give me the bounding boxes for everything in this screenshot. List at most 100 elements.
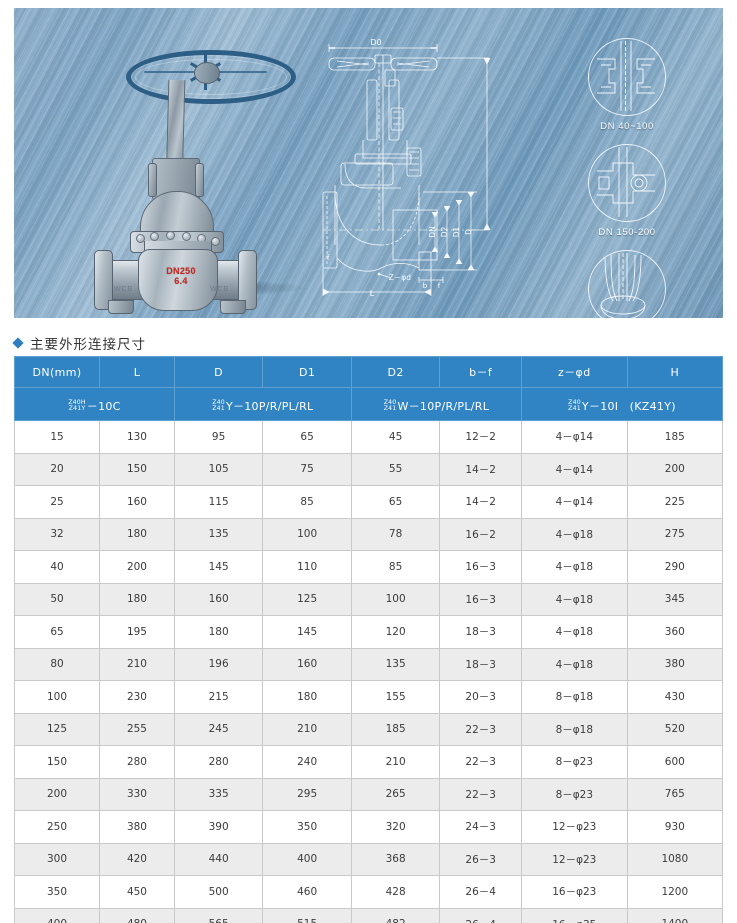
table-cell: 1400 bbox=[626, 907, 724, 923]
section-heading: 主要外形连接尺寸 bbox=[12, 333, 146, 353]
table-cell: 430 bbox=[626, 680, 724, 714]
drawing-label-dn: DN bbox=[428, 226, 437, 237]
table-cell: 196 bbox=[173, 647, 264, 681]
table-cell: 275 bbox=[626, 517, 724, 551]
marking-wcb-right: WCB bbox=[210, 286, 230, 293]
table-cell: 16－φ35 bbox=[521, 907, 628, 923]
table-cell: 130 bbox=[99, 420, 175, 454]
valve-body bbox=[138, 249, 218, 311]
table-cell: 420 bbox=[99, 842, 175, 876]
table-cell: 100 bbox=[262, 517, 352, 551]
table-cell: 85 bbox=[350, 550, 441, 584]
table-row: 250 380 390 350 320 24－3 12－φ23 930 bbox=[13, 810, 724, 844]
table-cell: 185 bbox=[350, 712, 441, 746]
table-col-header: D2 bbox=[350, 356, 441, 388]
table-cell: 345 bbox=[626, 582, 724, 616]
table-cell: 200 bbox=[99, 550, 175, 584]
table-row: 200 330 335 295 265 22－3 8－φ23 765 bbox=[13, 777, 724, 811]
table-cell: 16－3 bbox=[439, 550, 522, 584]
table-cell: 210 bbox=[262, 712, 352, 746]
hero-banner: DN250 6.4 WCB WCB bbox=[14, 8, 723, 318]
table-subheader-cell: Z40 Z41 W－10P/R/PL/RL bbox=[350, 387, 523, 421]
table-cell: 295 bbox=[262, 777, 352, 811]
table-cell: 225 bbox=[626, 485, 724, 519]
table-cell: 20－3 bbox=[439, 680, 522, 714]
table-cell: 22－3 bbox=[439, 777, 522, 811]
table-cell: 180 bbox=[99, 517, 175, 551]
table-cell: 14－2 bbox=[439, 485, 522, 519]
table-cell: 335 bbox=[173, 777, 264, 811]
table-cell: 280 bbox=[99, 745, 175, 779]
table-cell: 400 bbox=[262, 842, 352, 876]
drawing-label-b: b bbox=[423, 282, 428, 290]
table-row: 15 130 95 65 45 12－2 4－φ14 185 bbox=[13, 420, 724, 454]
table-cell: 350 bbox=[13, 875, 101, 909]
table-cell: 200 bbox=[13, 777, 101, 811]
table-cell: 135 bbox=[173, 517, 264, 551]
marking-wcb-left: WCB bbox=[114, 286, 134, 293]
table-header-row: DN(mm) L D D1 D2 b－f z－φd H bbox=[13, 356, 724, 388]
table-cell: 360 bbox=[626, 615, 724, 649]
table-cell: 120 bbox=[350, 615, 441, 649]
table-row: 25 160 115 85 65 14－2 4－φ14 225 bbox=[13, 485, 724, 519]
table-cell: 320 bbox=[350, 810, 441, 844]
drawing-label-d2: D2 bbox=[440, 226, 449, 237]
table-cell: 105 bbox=[173, 452, 264, 486]
table-cell: 215 bbox=[173, 680, 264, 714]
table-subheader-row: Z40H Z41Y －10C Z40 Z41 Y－10P/R/PL/RL Z40 Z41 W－1… bbox=[14, 387, 723, 421]
table-row: 80 210 196 160 135 18－3 4－φ18 380 bbox=[13, 647, 724, 681]
table-subheader-cell: Z40H Z41Y －10C bbox=[14, 387, 175, 421]
table-cell: 200 bbox=[626, 452, 724, 486]
table-cell: 75 bbox=[262, 452, 352, 486]
detail-dn150-200-label: DN 150-200 bbox=[598, 227, 656, 238]
table-cell: 40 bbox=[13, 550, 101, 584]
detail-dn40-100-icon bbox=[588, 38, 666, 116]
table-cell: 440 bbox=[173, 842, 264, 876]
table-row: 100 230 215 180 155 20－3 8－φ18 430 bbox=[13, 680, 724, 714]
table-cell: 12－φ23 bbox=[521, 842, 628, 876]
table-cell: 185 bbox=[626, 420, 724, 454]
table-cell: 450 bbox=[99, 875, 175, 909]
table-cell: 12－2 bbox=[439, 420, 522, 454]
table-cell: 26－4 bbox=[439, 875, 522, 909]
section-title-text: 主要外形连接尺寸 bbox=[30, 337, 146, 353]
detail-dn40-80: DN 40-80 bbox=[562, 250, 692, 318]
table-row: 350 450 500 460 428 26－4 16－φ23 1200 bbox=[13, 875, 724, 909]
table-cell: 400 bbox=[13, 907, 101, 923]
table-cell: 65 bbox=[262, 420, 352, 454]
table-cell: 290 bbox=[626, 550, 724, 584]
detail-dn40-100-label: DN 40~100 bbox=[600, 121, 654, 132]
table-cell: 380 bbox=[99, 810, 175, 844]
detail-dn150-200: DN 150-200 bbox=[562, 144, 692, 238]
detail-dn150-200-icon bbox=[588, 144, 666, 222]
table-cell: 14－2 bbox=[439, 452, 522, 486]
table-cell: 482 bbox=[350, 907, 441, 923]
table-cell: 145 bbox=[262, 615, 352, 649]
diamond-bullet-icon bbox=[12, 337, 24, 349]
table-cell: 95 bbox=[173, 420, 264, 454]
gate-valve-dimension-drawing: D0 H(H1) L b f Z－φd f DN D2 D1 D bbox=[319, 30, 534, 312]
drawing-label-d1: D1 bbox=[452, 226, 461, 237]
table-row: 65 195 180 145 120 18－3 4－φ18 360 bbox=[13, 615, 724, 649]
table-cell: 230 bbox=[99, 680, 175, 714]
table-cell: 22－3 bbox=[439, 745, 522, 779]
table-cell: 125 bbox=[262, 582, 352, 616]
table-cell: 368 bbox=[350, 842, 441, 876]
table-cell: 24－3 bbox=[439, 810, 522, 844]
drawing-label-l: L bbox=[370, 289, 375, 298]
marking-rating-text: 6.4 bbox=[174, 276, 188, 287]
table-cell: 32 bbox=[13, 517, 101, 551]
table-cell: 210 bbox=[99, 647, 175, 681]
table-cell: 150 bbox=[99, 452, 175, 486]
inlet-flange bbox=[94, 250, 113, 310]
table-col-header: D bbox=[173, 356, 264, 388]
dimensions-table: DN(mm) L D D1 D2 b－f z－φd H Z40H Z41Y －10C Z40 Z41 Y… bbox=[13, 356, 724, 923]
table-cell: 520 bbox=[626, 712, 724, 746]
table-cell: 390 bbox=[173, 810, 264, 844]
table-cell: 480 bbox=[99, 907, 175, 923]
table-cell: 160 bbox=[173, 582, 264, 616]
inlet-foot bbox=[108, 300, 134, 314]
table-cell: 515 bbox=[262, 907, 352, 923]
table-cell: 4－φ18 bbox=[521, 615, 628, 649]
table-cell: 15 bbox=[13, 420, 101, 454]
